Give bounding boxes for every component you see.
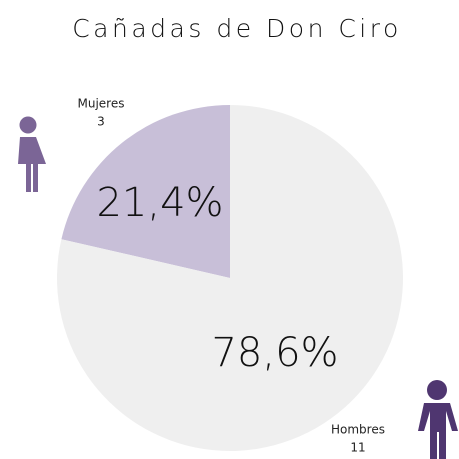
count-label: 3 <box>97 115 105 129</box>
count-label: 11 <box>350 441 365 455</box>
value-label: 21,4% <box>96 180 223 226</box>
pie-slice <box>61 105 230 278</box>
man-icon <box>418 380 458 459</box>
pie-slice <box>57 105 404 451</box>
category-label: Hombres <box>331 423 385 437</box>
chart-title: Cañadas de Don Ciro <box>72 14 402 43</box>
value-label: 78,6% <box>211 330 338 376</box>
woman-icon <box>18 116 46 192</box>
category-label: Mujeres <box>78 97 125 111</box>
